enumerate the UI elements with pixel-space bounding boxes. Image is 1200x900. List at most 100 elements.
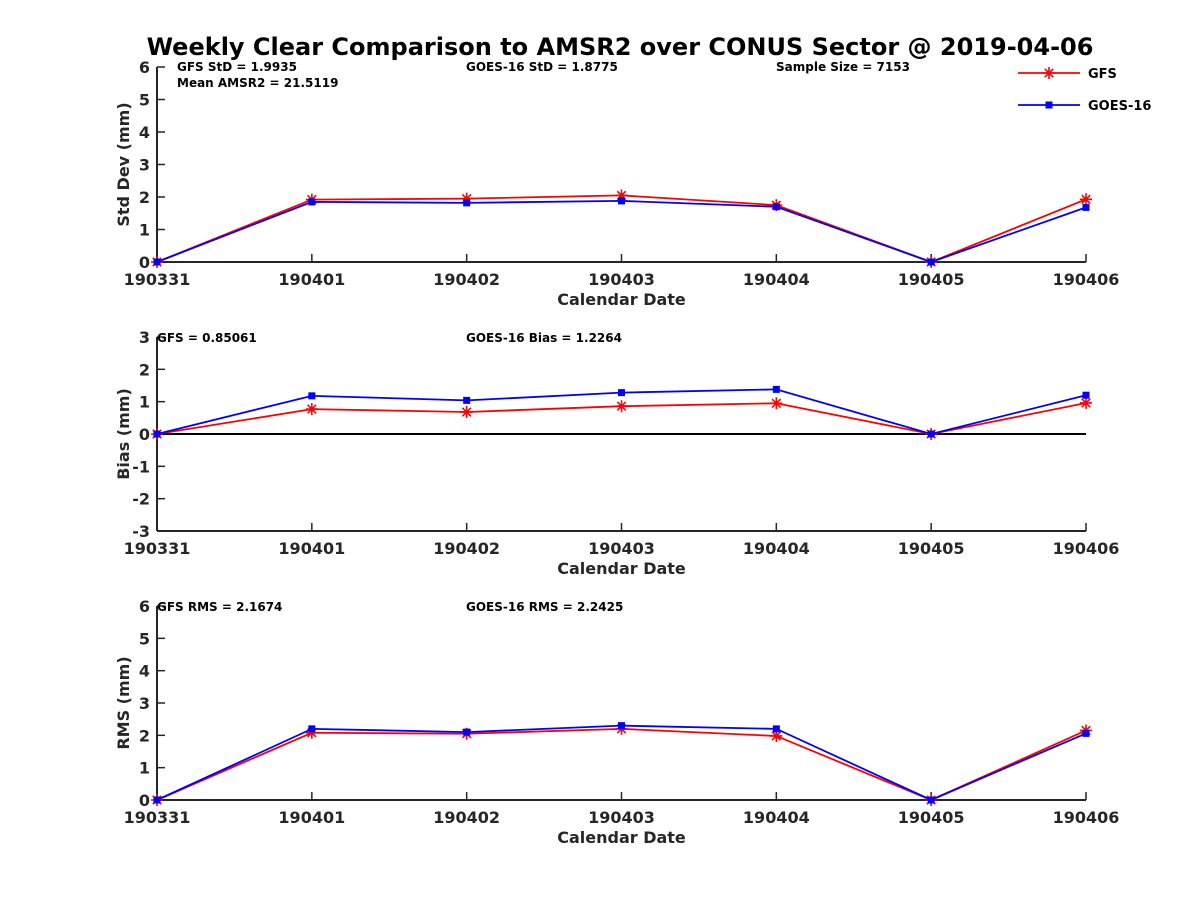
x-tick-label: 190402	[433, 808, 500, 827]
stat-annotation: GOES-16 StD = 1.8775	[466, 60, 618, 74]
y-tick-label: 0	[139, 425, 150, 444]
gfs-marker	[770, 729, 783, 742]
y-tick-label: -1	[132, 457, 150, 476]
x-tick-label: 190331	[124, 270, 191, 289]
panels: 0 1 2 3 4 5 6 190331 190401 190402 190403 190404 190…	[114, 58, 1119, 847]
gfs-marker	[460, 406, 473, 419]
goes16-marker	[463, 396, 471, 404]
legend-label: GOES-16	[1088, 99, 1151, 114]
x-tick-label: 190331	[124, 808, 191, 827]
gfs-marker	[305, 726, 318, 739]
goes16-marker	[1082, 729, 1090, 737]
goes16-marker	[1082, 391, 1090, 399]
x-tick-label: 190403	[588, 270, 655, 289]
stat-annotation: GOES-16 Bias = 1.2264	[466, 331, 622, 345]
goes16-marker	[153, 430, 161, 438]
chart-panel: 0 1 2 3 4 5 6 190331 190401 190402 190403 190404 190…	[114, 58, 1119, 309]
y-axis-label: Std Dev (mm)	[114, 102, 133, 226]
chart-title: Weekly Clear Comparison to AMSR2 over CO…	[147, 33, 1094, 61]
gfs-marker	[770, 397, 783, 410]
x-tick-label: 190405	[898, 808, 965, 827]
goes16-line	[156, 724, 1087, 801]
chart-panel: 0 1 2 3 4 5 6 190331 190401 190402 190403 190404 190…	[114, 597, 1119, 847]
y-tick-label: 6	[139, 58, 150, 77]
goes16-marker	[927, 430, 935, 438]
gfs-marker	[460, 192, 473, 205]
y-tick-label: 3	[139, 328, 150, 347]
goes16-marker	[927, 796, 935, 804]
stat-annotation: GFS StD = 1.9935	[177, 60, 297, 74]
goes16-marker	[463, 728, 471, 736]
legend: GFS GOES-16	[1018, 67, 1151, 114]
x-tick-label: 190406	[1053, 270, 1120, 289]
x-axis-label: Calendar Date	[557, 290, 686, 309]
y-tick-label: 1	[139, 759, 150, 778]
x-tick-label: 190406	[1053, 539, 1120, 558]
goes16-marker	[772, 385, 780, 393]
gfs-marker	[615, 400, 628, 413]
goes16-marker	[153, 258, 161, 266]
x-tick-label: 190402	[433, 270, 500, 289]
goes16-marker	[1082, 203, 1090, 211]
stat-annotation: GOES-16 RMS = 2.2425	[466, 600, 623, 614]
y-tick-label: 1	[139, 393, 150, 412]
y-tick-label: 4	[139, 662, 150, 681]
gfs-marker	[305, 403, 318, 416]
x-axis-label: Calendar Date	[557, 828, 686, 847]
goes16-marker	[618, 722, 625, 730]
gfs-marker	[615, 189, 628, 202]
y-axis-label: RMS (mm)	[114, 656, 133, 749]
goes16-line	[156, 199, 1087, 263]
goes16-marker	[308, 392, 316, 400]
y-tick-label: -2	[132, 490, 150, 509]
x-tick-label: 190404	[743, 808, 810, 827]
stat-annotation: GFS RMS = 2.1674	[157, 600, 282, 614]
y-tick-label: -3	[132, 522, 150, 541]
x-tick-label: 190402	[433, 539, 500, 558]
stat-annotation: GFS = 0.85061	[157, 331, 257, 345]
y-tick-label: 3	[139, 156, 150, 175]
x-tick-label: 190401	[278, 808, 345, 827]
x-tick-label: 190331	[124, 539, 191, 558]
y-tick-label: 4	[139, 123, 150, 142]
x-tick-label: 190403	[588, 539, 655, 558]
goes16-marker	[463, 199, 471, 207]
y-tick-label: 2	[139, 188, 150, 207]
goes16-marker	[153, 796, 161, 804]
goes16-marker	[772, 725, 780, 733]
gfs-line	[156, 194, 1087, 263]
x-tick-label: 190405	[898, 270, 965, 289]
gfs-marker	[1080, 396, 1092, 409]
x-tick-label: 190405	[898, 539, 965, 558]
goes16-marker	[308, 198, 316, 206]
y-tick-label: 0	[139, 253, 150, 272]
x-tick-label: 190401	[278, 270, 345, 289]
x-tick-label: 190404	[743, 270, 810, 289]
y-tick-label: 3	[139, 694, 150, 713]
x-axis-label: Calendar Date	[557, 559, 686, 578]
y-tick-label: 2	[139, 360, 150, 379]
legend-marker	[1045, 101, 1053, 109]
y-tick-label: 6	[139, 597, 150, 616]
chart-panel: -3 -2 -1 0 1 2 3 190331 190401 190402 190403 190404…	[114, 328, 1119, 578]
x-tick-label: 190403	[588, 808, 655, 827]
y-tick-label: 1	[139, 221, 150, 240]
gfs-marker	[1080, 193, 1092, 206]
sample-size-annotation: Sample Size = 7153	[776, 60, 910, 74]
goes16-marker	[772, 203, 780, 211]
legend-label: GFS	[1088, 67, 1117, 82]
goes16-marker	[927, 258, 935, 266]
goes16-marker	[618, 389, 625, 397]
y-axis-label: Bias (mm)	[114, 388, 133, 480]
goes16-marker	[308, 725, 316, 733]
x-tick-label: 190406	[1053, 808, 1120, 827]
y-tick-label: 5	[139, 91, 150, 110]
goes16-marker	[618, 197, 625, 205]
x-tick-label: 190404	[743, 539, 810, 558]
x-tick-label: 190401	[278, 539, 345, 558]
mean-annotation: Mean AMSR2 = 21.5119	[177, 76, 338, 90]
y-tick-label: 0	[139, 791, 150, 810]
y-tick-label: 5	[139, 629, 150, 648]
legend-marker	[1043, 67, 1055, 79]
